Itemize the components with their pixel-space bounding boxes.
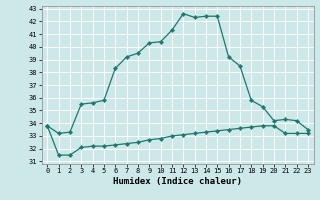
X-axis label: Humidex (Indice chaleur): Humidex (Indice chaleur) bbox=[113, 177, 242, 186]
